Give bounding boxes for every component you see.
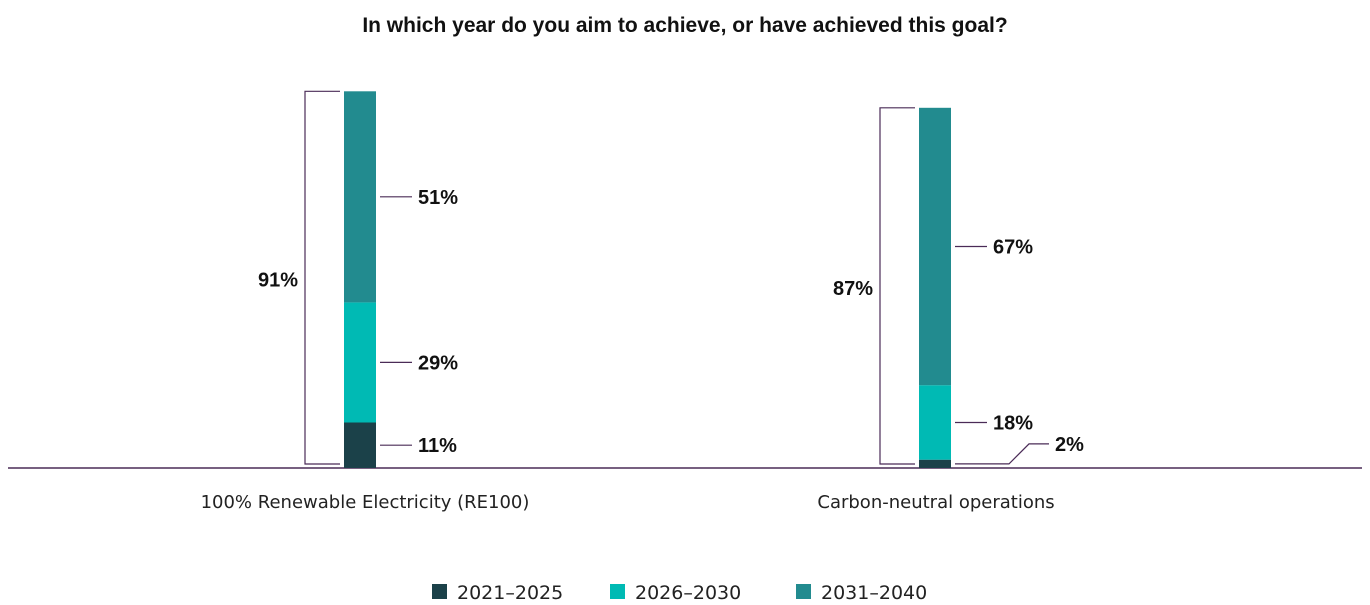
- bar-segment-1-2: [344, 302, 376, 423]
- category-label-2: Carbon-neutral operations: [817, 492, 1054, 513]
- total-bracket-2: [879, 107, 915, 465]
- chart-title: In which year do you aim to achieve, or …: [362, 14, 1007, 37]
- total-label-2: 87%: [833, 278, 873, 300]
- data-label-2-3: 67%: [993, 237, 1033, 259]
- bar-segment-1-1: [344, 422, 376, 468]
- legend-label-1: 2021–2025: [457, 582, 563, 604]
- total-bracket-1: [304, 90, 340, 465]
- category-label-1: 100% Renewable Electricity (RE100): [201, 492, 530, 513]
- bar-segment-2-2: [919, 385, 951, 460]
- data-label-2-1: 2%: [1055, 434, 1084, 456]
- legend-swatch-2: [610, 584, 625, 599]
- legend-swatch-3: [796, 584, 811, 599]
- legend-swatch-1: [432, 584, 447, 599]
- legend: 2021–2025 2026–2030 2031–2040: [432, 582, 927, 604]
- bar-segment-1-3: [344, 91, 376, 303]
- legend-label-2: 2026–2030: [635, 582, 741, 604]
- bar-segment-2-1: [919, 459, 951, 468]
- data-label-2-2: 18%: [993, 413, 1033, 435]
- data-label-1-2: 29%: [418, 352, 458, 374]
- total-label-1: 91%: [258, 270, 298, 292]
- leader-line-2-1: [955, 443, 1049, 465]
- legend-label-3: 2031–2040: [821, 582, 927, 604]
- bar-segment-2-3: [919, 107, 951, 386]
- plot-area: 11% 29% 51% 91% 100% Renewable Electricity (…: [8, 90, 1362, 513]
- data-label-1-3: 51%: [418, 187, 458, 209]
- data-label-1-1: 11%: [418, 435, 457, 457]
